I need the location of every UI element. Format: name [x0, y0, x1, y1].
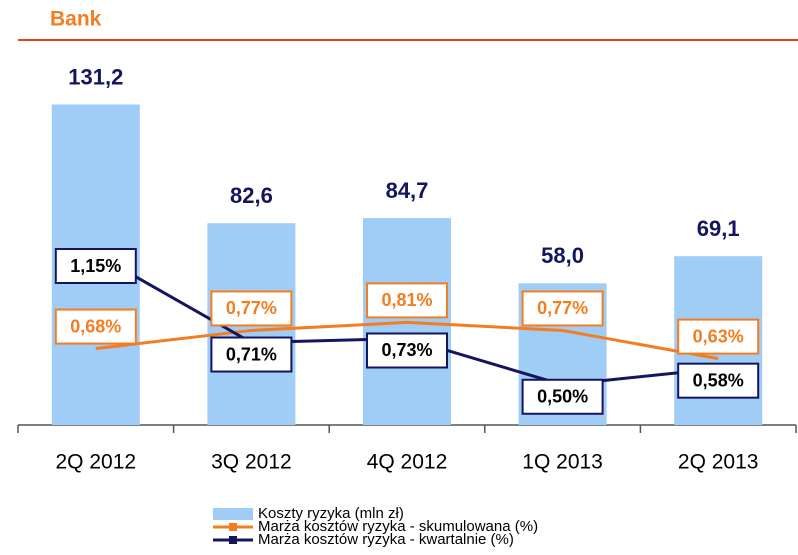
x-tick-label: 1Q 2013 — [522, 451, 603, 474]
x-tick-label: 4Q 2012 — [367, 451, 448, 474]
chart-title: Bank — [50, 8, 102, 31]
bar-value-label: 58,0 — [541, 243, 584, 268]
bar-value-label: 82,6 — [230, 183, 273, 208]
legend-label: Marża kosztów ryzyka - kwartalnie (%) — [258, 531, 514, 548]
data-label: 0,73% — [381, 340, 432, 360]
legend-marker — [229, 536, 237, 544]
line — [95, 320, 719, 361]
data-label: 0,58% — [693, 370, 744, 390]
x-tick-label: 3Q 2012 — [211, 451, 292, 474]
bar-value-label: 84,7 — [386, 178, 429, 203]
data-label-box — [521, 378, 604, 415]
data-label: 0,50% — [537, 387, 588, 407]
data-label: 0,71% — [226, 344, 277, 364]
bar-value-label: 69,1 — [697, 216, 740, 241]
data-label-box — [54, 248, 137, 284]
data-label-box — [677, 318, 760, 355]
data-label-box — [677, 362, 760, 399]
data-label: 0,63% — [693, 326, 744, 346]
data-label: 0,81% — [381, 290, 432, 310]
data-label-box — [54, 308, 137, 345]
legend-swatch — [213, 508, 253, 520]
x-tick-label: 2Q 2012 — [56, 451, 137, 474]
data-label: 0,68% — [70, 316, 121, 336]
data-label: 0,77% — [226, 298, 277, 318]
data-label-box — [366, 332, 448, 369]
legend-marker — [229, 523, 237, 531]
data-label: 1,15% — [70, 256, 121, 276]
data-label-box — [366, 282, 448, 319]
bar-value-label: 131,2 — [68, 64, 123, 89]
legend-label: Marża kosztów ryzyka - skumulowana (%) — [258, 518, 538, 535]
data-label-box — [521, 290, 604, 327]
data-label-box — [210, 336, 293, 373]
data-label: 0,77% — [537, 298, 588, 318]
x-tick-label: 2Q 2013 — [678, 451, 759, 474]
data-label-box — [210, 290, 293, 327]
legend-label: Koszty ryzyka (mln zł) — [258, 505, 404, 522]
